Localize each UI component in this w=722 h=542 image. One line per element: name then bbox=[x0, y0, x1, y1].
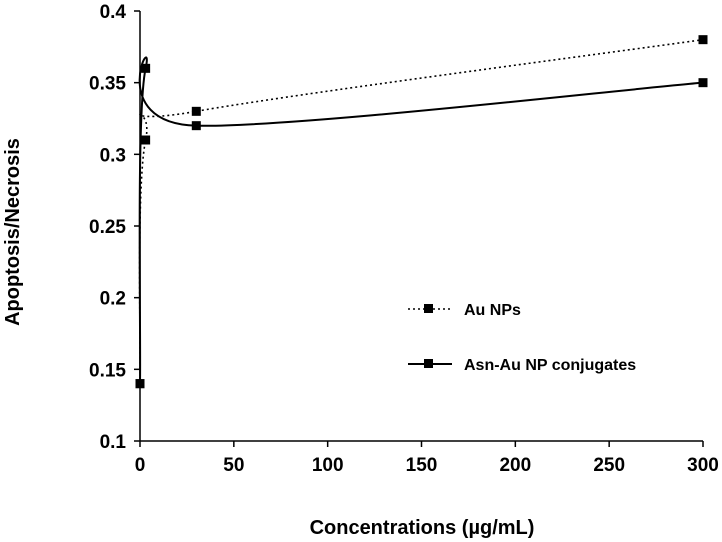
y-axis-title: Apoptosis/Necrosis bbox=[2, 138, 24, 326]
legend-marker-au-nps bbox=[424, 304, 433, 313]
x-tick-label: 250 bbox=[593, 455, 625, 476]
data-point-asn-au-np-conjugates bbox=[191, 121, 201, 131]
series-layer bbox=[135, 35, 708, 389]
series-au-nps bbox=[135, 35, 708, 389]
legend-item-au-nps: Au NPs bbox=[408, 302, 521, 319]
y-tick-label: 0.4 bbox=[100, 2, 127, 23]
y-tick-label: 0.1 bbox=[100, 432, 127, 453]
y-ticks: 0.1 0.15 0.2 0.25 0.3 0.35 0.4 bbox=[89, 2, 140, 453]
x-tick-label: 0 bbox=[135, 455, 146, 476]
y-tick-label: 0.3 bbox=[100, 145, 126, 166]
legend-item-asn-au-np-conjugates: Asn-Au NP conjugates bbox=[408, 357, 636, 374]
data-point-asn-au-np-conjugates bbox=[141, 63, 151, 73]
series-asn-au-np-conjugates bbox=[135, 56, 708, 389]
legend-label-asn-au-np-conjugates: Asn-Au NP conjugates bbox=[464, 357, 636, 374]
y-tick-label: 0.15 bbox=[89, 360, 126, 381]
x-tick-label: 200 bbox=[499, 455, 531, 476]
data-point-asn-au-np-conjugates bbox=[698, 78, 708, 88]
legend-label-au-nps: Au NPs bbox=[464, 302, 521, 319]
data-point-asn-au-np-conjugates bbox=[135, 379, 145, 389]
data-point-au-nps bbox=[698, 35, 708, 45]
x-tick-label: 100 bbox=[312, 455, 344, 476]
x-ticks: 0 50 100 150 200 250 300 bbox=[135, 441, 719, 476]
x-tick-label: 50 bbox=[223, 455, 244, 476]
y-tick-label: 0.2 bbox=[100, 289, 126, 310]
data-point-au-nps bbox=[141, 135, 151, 145]
series-line-au-nps bbox=[138, 38, 704, 384]
y-tick-label: 0.25 bbox=[89, 217, 126, 238]
y-tick-label: 0.35 bbox=[89, 74, 126, 95]
x-axis-title: Concentrations (µg/mL) bbox=[310, 517, 535, 539]
x-tick-label: 150 bbox=[406, 455, 438, 476]
series-line-asn-au-np-conjugates bbox=[138, 56, 704, 384]
axes: 0 50 100 150 200 250 300 0.1 0.15 0.2 0.25 0.3 0.35… bbox=[89, 2, 719, 476]
x-tick-label: 300 bbox=[687, 455, 719, 476]
legend: Au NPs Asn-Au NP conjugates bbox=[408, 302, 636, 374]
legend-marker-asn-au-np-conjugates bbox=[424, 359, 433, 368]
data-point-au-nps bbox=[191, 106, 201, 116]
